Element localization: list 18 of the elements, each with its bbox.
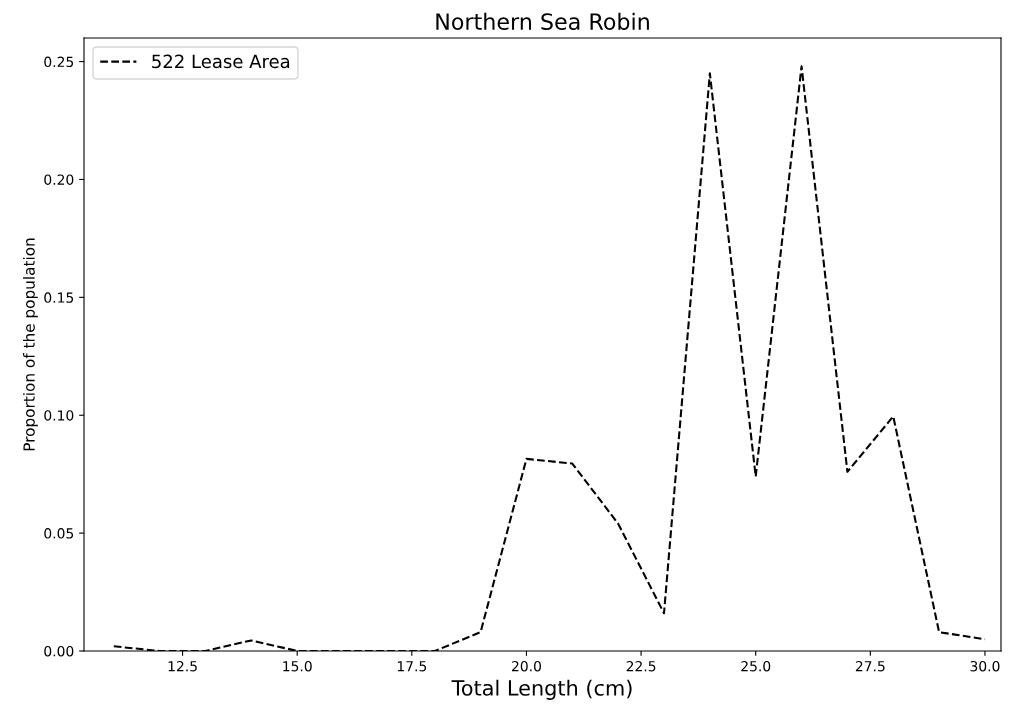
y-tick-label: 0.05	[44, 528, 74, 539]
x-tick-label: 27.5	[855, 660, 885, 672]
x-axis-title: Total Length (cm)	[451, 679, 632, 700]
y-tick-label: 0.20	[44, 174, 74, 185]
y-tick-label: 0.25	[44, 56, 74, 68]
x-tick-label: 22.5	[626, 660, 656, 672]
legend-label: 522 Lease Area	[152, 54, 290, 69]
x-tick-label: 25.0	[741, 660, 771, 672]
y-tick-label: 0.00	[44, 645, 74, 657]
y-tick-label: 0.15	[44, 292, 74, 303]
x-tick-label: 20.0	[512, 660, 541, 672]
x-tick-label: 12.5	[168, 660, 197, 672]
x-tick-label: 30.0	[970, 660, 1000, 672]
x-tick-label: 17.5	[397, 661, 427, 672]
chart-title: Northern Sea Robin	[436, 12, 649, 30]
y-tick-label: 0.10	[44, 410, 74, 421]
y-axis-title: Proportion of the population	[23, 238, 38, 451]
x-tick-label: 15.0	[283, 660, 312, 672]
